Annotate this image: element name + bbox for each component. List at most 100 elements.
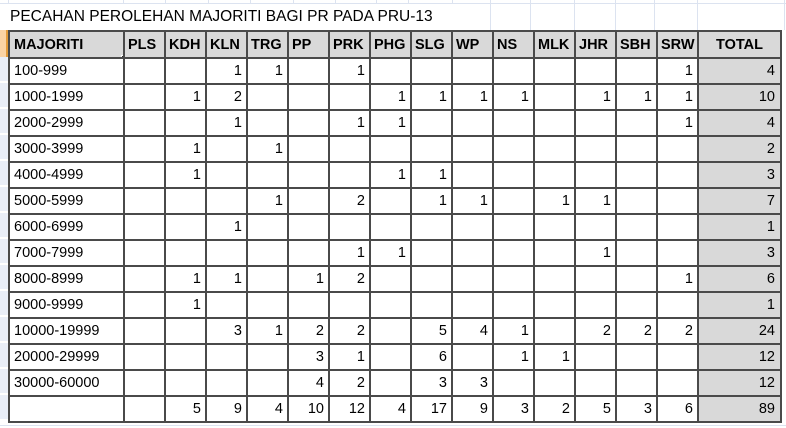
cell[interactable] — [492, 265, 535, 293]
cell[interactable] — [205, 187, 248, 215]
cell[interactable] — [451, 343, 494, 371]
row-total-cell[interactable]: 7 — [697, 187, 782, 215]
cell[interactable] — [123, 265, 166, 293]
row-label[interactable]: 30000-60000 — [8, 369, 125, 397]
cell[interactable] — [123, 109, 166, 137]
cell[interactable]: 1 — [451, 83, 494, 111]
cell[interactable] — [574, 109, 617, 137]
cell[interactable] — [287, 213, 330, 241]
cell[interactable] — [246, 213, 289, 241]
cell[interactable] — [205, 343, 248, 371]
row-label[interactable]: 4000-4999 — [8, 161, 125, 189]
cell[interactable]: 1 — [656, 265, 699, 293]
cell[interactable] — [574, 265, 617, 293]
cell[interactable] — [328, 291, 371, 319]
cell[interactable] — [164, 317, 207, 345]
cell[interactable]: 17 — [410, 395, 453, 423]
cell[interactable] — [656, 291, 699, 319]
cell[interactable] — [164, 343, 207, 371]
cell[interactable] — [287, 135, 330, 163]
cell[interactable] — [369, 317, 412, 345]
cell[interactable] — [246, 291, 289, 319]
cell[interactable] — [287, 291, 330, 319]
cell[interactable] — [451, 213, 494, 241]
column-header-ns[interactable]: NS — [492, 30, 535, 59]
cell[interactable] — [369, 265, 412, 293]
cell[interactable] — [533, 161, 576, 189]
cell[interactable]: 3 — [410, 369, 453, 397]
cell[interactable] — [615, 343, 658, 371]
cell[interactable] — [451, 57, 494, 85]
cell[interactable] — [123, 83, 166, 111]
cell[interactable] — [492, 291, 535, 319]
cell[interactable] — [328, 135, 371, 163]
cell[interactable] — [615, 239, 658, 267]
cell[interactable] — [656, 369, 699, 397]
cell[interactable]: 1 — [205, 109, 248, 137]
cell[interactable]: 1 — [492, 83, 535, 111]
row-label[interactable]: 8000-8999 — [8, 265, 125, 293]
cell[interactable]: 2 — [574, 317, 617, 345]
cell[interactable] — [164, 369, 207, 397]
column-header-srw[interactable]: SRW — [656, 30, 699, 59]
row-label[interactable]: 9000-9999 — [8, 291, 125, 319]
cell[interactable]: 1 — [369, 83, 412, 111]
cell[interactable]: 1 — [615, 83, 658, 111]
cell[interactable] — [287, 83, 330, 111]
cell[interactable] — [123, 239, 166, 267]
cell[interactable] — [287, 187, 330, 215]
cell[interactable]: 1 — [164, 83, 207, 111]
cell[interactable] — [615, 161, 658, 189]
column-header-majoriti[interactable]: MAJORITI — [8, 30, 125, 59]
cell[interactable]: 2 — [615, 317, 658, 345]
cell[interactable] — [410, 291, 453, 319]
cell[interactable] — [205, 239, 248, 267]
cell[interactable] — [123, 187, 166, 215]
column-header-slg[interactable]: SLG — [410, 30, 453, 59]
cell[interactable] — [574, 213, 617, 241]
row-label[interactable]: 5000-5999 — [8, 187, 125, 215]
column-header-trg[interactable]: TRG — [246, 30, 289, 59]
cell[interactable]: 1 — [574, 239, 617, 267]
cell[interactable]: 12 — [328, 395, 371, 423]
cell[interactable]: 5 — [574, 395, 617, 423]
cell[interactable]: 1 — [656, 109, 699, 137]
column-header-prk[interactable]: PRK — [328, 30, 371, 59]
column-header-total[interactable]: TOTAL — [697, 30, 782, 59]
cell[interactable]: 1 — [369, 239, 412, 267]
cell[interactable] — [328, 83, 371, 111]
column-header-sbh[interactable]: SBH — [615, 30, 658, 59]
cell[interactable] — [574, 161, 617, 189]
cell[interactable]: 1 — [287, 265, 330, 293]
cell[interactable]: 3 — [287, 343, 330, 371]
cell[interactable] — [574, 291, 617, 319]
cell[interactable] — [574, 57, 617, 85]
row-label[interactable]: 2000-2999 — [8, 109, 125, 137]
cell[interactable]: 1 — [574, 83, 617, 111]
cell[interactable] — [410, 135, 453, 163]
cell[interactable] — [656, 161, 699, 189]
cell[interactable] — [492, 187, 535, 215]
cell[interactable] — [123, 317, 166, 345]
row-total-cell[interactable]: 24 — [697, 317, 782, 345]
cell[interactable] — [615, 291, 658, 319]
row-total-cell[interactable]: 3 — [697, 161, 782, 189]
cell[interactable] — [369, 57, 412, 85]
cell[interactable] — [164, 239, 207, 267]
row-label[interactable] — [8, 395, 125, 423]
cell[interactable] — [615, 187, 658, 215]
cell[interactable]: 2 — [328, 317, 371, 345]
cell[interactable]: 9 — [205, 395, 248, 423]
row-total-cell[interactable]: 12 — [697, 343, 782, 371]
cell[interactable] — [369, 187, 412, 215]
cell[interactable] — [164, 57, 207, 85]
cell[interactable] — [123, 135, 166, 163]
cell[interactable] — [533, 57, 576, 85]
cell[interactable] — [123, 343, 166, 371]
cell[interactable] — [451, 161, 494, 189]
cell[interactable]: 2 — [205, 83, 248, 111]
cell[interactable]: 1 — [533, 187, 576, 215]
cell[interactable] — [369, 343, 412, 371]
cell[interactable]: 1 — [369, 161, 412, 189]
cell[interactable]: 6 — [410, 343, 453, 371]
